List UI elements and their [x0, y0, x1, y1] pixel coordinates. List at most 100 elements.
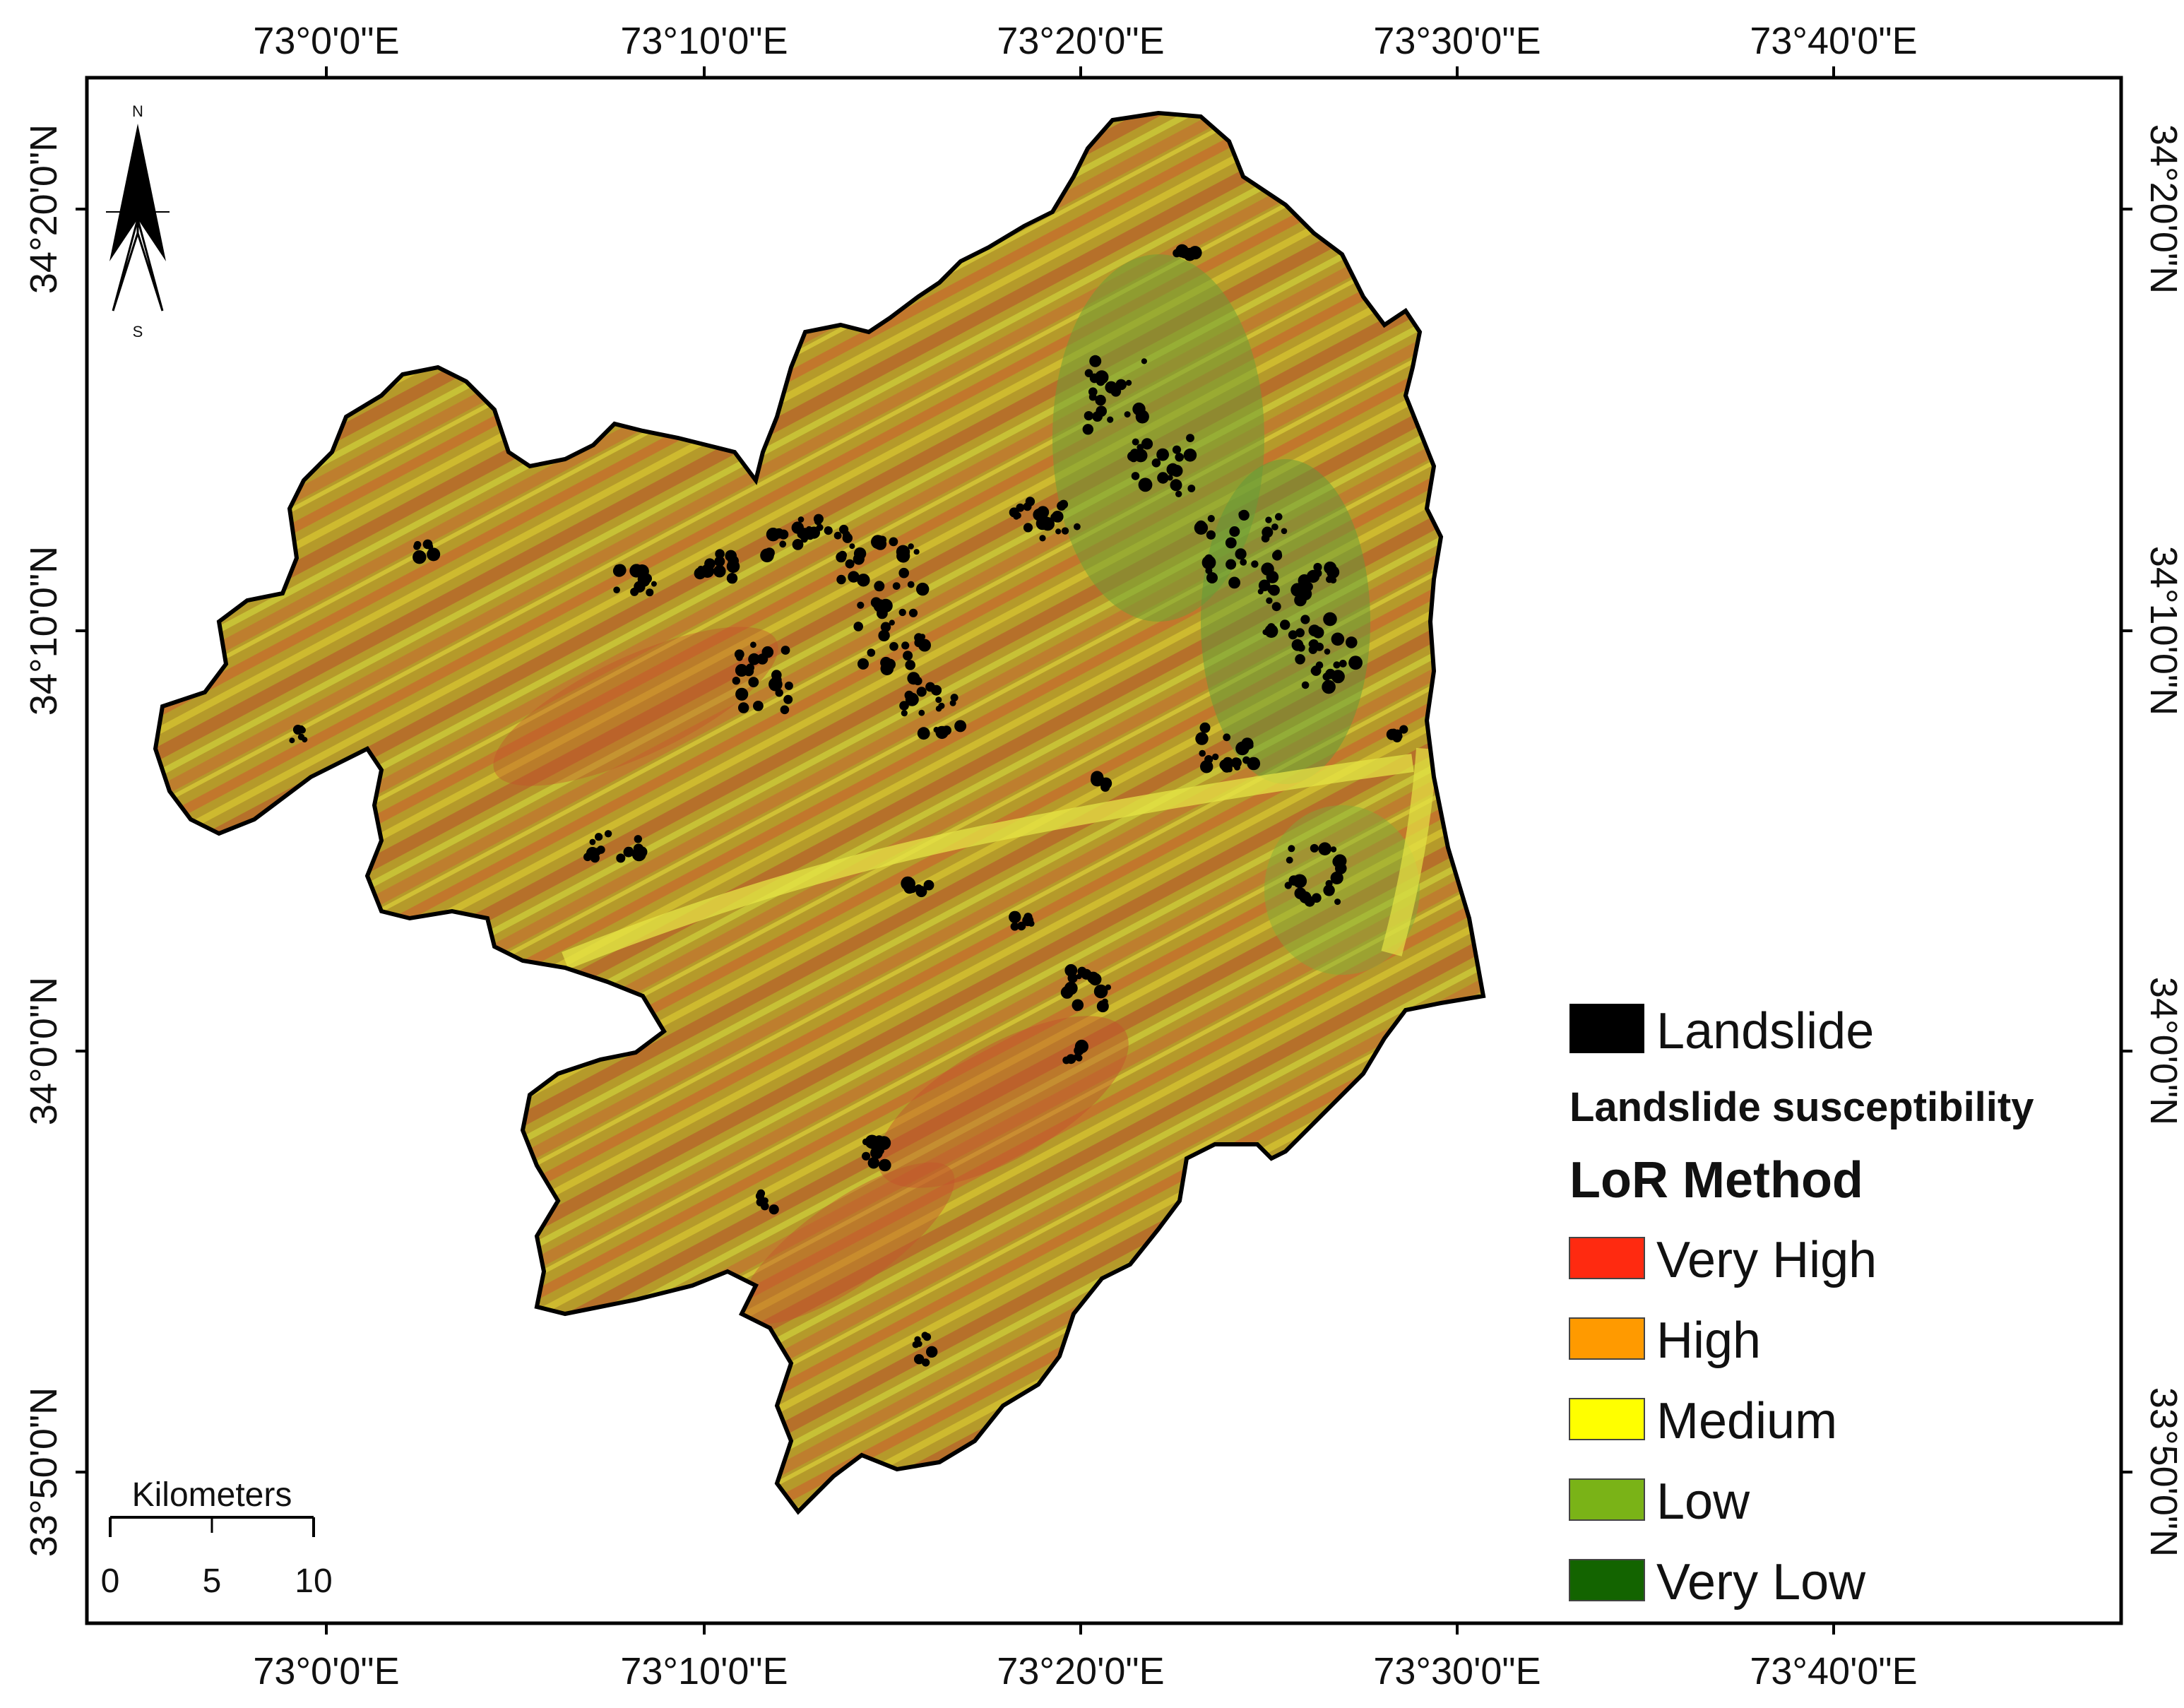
landslide-point [918, 709, 925, 716]
landslide-point [761, 646, 774, 658]
landslide-point [905, 660, 915, 670]
landslide-point [1115, 379, 1127, 391]
scale-label: 10 [295, 1562, 332, 1600]
landslide-point [1156, 448, 1169, 461]
landslide-point [903, 651, 913, 661]
landslide-point [902, 877, 915, 891]
landslide-point [1225, 537, 1237, 549]
landslide-point [753, 701, 764, 711]
legend-swatch-very-high [1569, 1237, 1645, 1279]
landslide-point [781, 646, 790, 655]
landslide-point [630, 587, 639, 596]
landslide-point [1082, 424, 1094, 435]
landslide-point [908, 543, 914, 550]
landslide-point [1023, 913, 1033, 922]
landslide-point [913, 549, 920, 555]
landslide-point [1016, 503, 1025, 512]
landslide-point [715, 549, 725, 559]
landslide-point [1323, 612, 1337, 627]
river-valley [562, 754, 1414, 970]
landslide-point [1061, 527, 1069, 535]
landslide-point [1229, 526, 1240, 537]
landslide-point [771, 675, 782, 685]
landslide-point [877, 607, 888, 619]
landslide-point [1313, 562, 1322, 572]
landslide-point [889, 619, 895, 626]
landslide-point [916, 687, 927, 697]
landslide-point [833, 531, 842, 540]
landslide-point [614, 564, 627, 576]
legend: Landslide Landslide susceptibility LoR M… [1569, 1003, 2034, 1611]
legend-label-high: High [1656, 1312, 1761, 1369]
legend-swatch-high [1569, 1317, 1645, 1360]
landslide-point [1266, 597, 1273, 604]
landslide-point [907, 672, 920, 685]
landslide-point [1091, 771, 1104, 784]
landslide-point [1089, 373, 1100, 384]
landslide-point [1271, 523, 1278, 530]
landslide-point [857, 601, 865, 609]
low-susceptibility-zone-north [1052, 254, 1264, 622]
landslide-point [901, 641, 910, 650]
top-tick-label: 73°20'0"E [997, 20, 1164, 62]
landslide-point [1090, 392, 1096, 398]
landslide-point [857, 658, 869, 670]
legend-label-very-low: Very Low [1656, 1554, 1866, 1611]
landslide-point [1261, 534, 1270, 542]
landslide-point [1334, 899, 1341, 906]
landslide-point [748, 677, 759, 687]
legend-subtitle: Landslide susceptibility [1569, 1084, 2034, 1130]
legend-swatch-low [1569, 1478, 1645, 1521]
landslide-point [1132, 402, 1146, 416]
landslide-point [1288, 875, 1299, 886]
landslide-point [1310, 843, 1319, 853]
left-latitude-labels: 34°20'0"N 34°10'0"N 34°0'0"N 33°50'0"N [23, 124, 65, 1557]
landslide-point [1265, 516, 1272, 523]
landslide-point [1186, 434, 1194, 442]
landslide-point [867, 1157, 880, 1169]
landslide-point [1125, 379, 1132, 386]
landslide-point [853, 547, 867, 560]
landslide-point [1275, 513, 1283, 521]
landslide-point [1059, 499, 1069, 509]
landslide-point [427, 543, 434, 550]
landslide-point [1324, 886, 1331, 894]
landslide-point [616, 853, 626, 863]
landslide-point [917, 727, 930, 740]
landslide-inventory-points [289, 244, 1408, 1367]
landslide-point [704, 558, 716, 569]
landslide-point [1039, 535, 1046, 542]
landslide-point [590, 853, 600, 863]
landslide-point [896, 549, 910, 563]
landslide-point [1393, 729, 1402, 739]
right-tick-label: 34°0'0"N [2142, 977, 2184, 1125]
landslide-point [1221, 761, 1233, 773]
landslide-point [725, 550, 737, 562]
landslide-point [1087, 971, 1100, 984]
landslide-point [880, 622, 891, 632]
landslide-point [1187, 485, 1196, 492]
landslide-point [1207, 515, 1215, 523]
landslide-point [714, 556, 725, 567]
landslide-point [875, 1146, 884, 1156]
landslide-point [914, 1354, 925, 1365]
landslide-point [1348, 656, 1363, 670]
landslide-point [697, 565, 704, 573]
landslide-point [583, 853, 592, 862]
landslide-point [904, 690, 914, 701]
landslide-point [1295, 654, 1305, 665]
landslide-point [1288, 845, 1295, 853]
landslide-point [1330, 846, 1337, 853]
landslide-point [1014, 512, 1021, 519]
landslide-point [626, 846, 634, 854]
landslide-point [889, 537, 898, 547]
right-latitude-labels: 34°20'0"N 34°10'0"N 34°0'0"N 33°50'0"N [2142, 124, 2184, 1557]
landslide-point [1230, 757, 1242, 769]
bottom-longitude-labels: 73°0'0"E 73°10'0"E 73°20'0"E 73°30'0"E 7… [253, 1650, 1917, 1692]
high-susceptibility-zone [493, 627, 778, 786]
landslide-point [1100, 782, 1110, 792]
landslide-point [898, 567, 909, 579]
landslide-point [1167, 475, 1173, 481]
landslide-point [926, 1346, 938, 1358]
